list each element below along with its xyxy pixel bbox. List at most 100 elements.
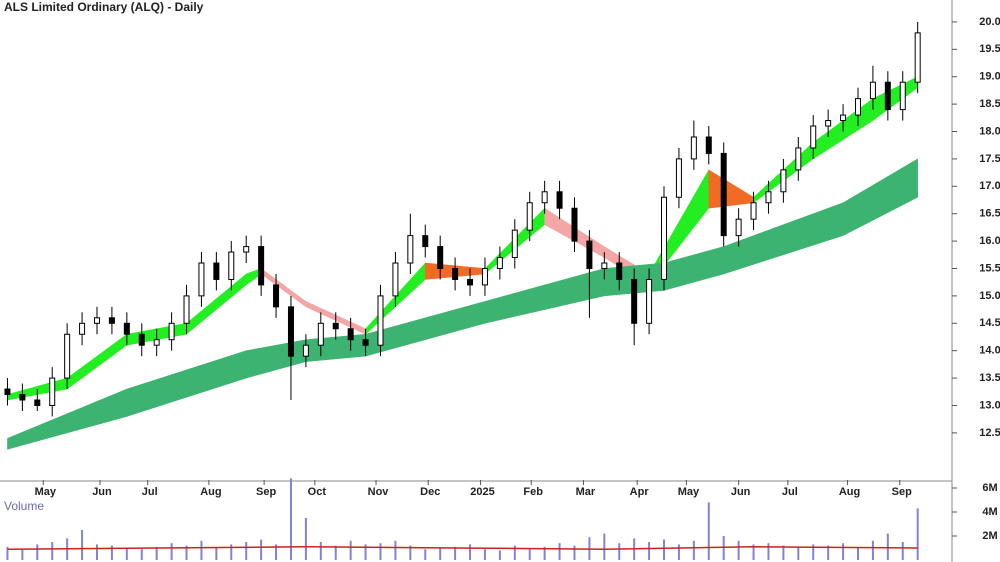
candle-body xyxy=(34,399,41,406)
candle-body xyxy=(571,207,578,242)
volume-bar xyxy=(155,546,158,560)
volume-bar xyxy=(215,548,218,560)
candle-body xyxy=(601,262,608,269)
volume-bar xyxy=(797,546,800,560)
volume-bar xyxy=(275,544,278,560)
candle-body xyxy=(168,322,175,341)
volume-bar xyxy=(349,540,352,560)
candle-body xyxy=(750,202,757,220)
candle-body xyxy=(332,322,339,330)
volume-bar xyxy=(289,478,292,560)
volume-bar xyxy=(752,544,755,560)
x-tick-label: Jul xyxy=(782,486,798,498)
volume-bar xyxy=(6,546,9,560)
x-tick-label: Feb xyxy=(523,486,543,498)
volume-bar xyxy=(573,545,576,560)
candle-body xyxy=(49,377,56,406)
candle-body xyxy=(183,295,190,324)
y-tick-label: 15.5 xyxy=(979,262,1000,274)
volume-bar xyxy=(916,508,919,560)
x-tick-label: Oct xyxy=(308,486,327,498)
x-tick-label: Mar xyxy=(576,486,596,498)
volume-bar xyxy=(125,548,128,560)
x-tick-label: Nov xyxy=(368,486,390,498)
y-tick-label: 17.0 xyxy=(979,180,1000,192)
candle-body xyxy=(64,333,71,379)
candle-body xyxy=(854,98,861,116)
y-tick-label: 19.5 xyxy=(979,43,1000,55)
volume-bar xyxy=(842,543,845,560)
candle-body xyxy=(4,388,11,396)
candle-body xyxy=(825,120,832,127)
candle-body xyxy=(362,339,369,346)
x-tick-label: Sep xyxy=(256,486,276,498)
volume-bar xyxy=(886,533,889,560)
candle-body xyxy=(93,317,100,324)
candle-body xyxy=(19,394,26,401)
x-tick-label: Jul xyxy=(142,486,158,498)
volume-bar xyxy=(469,544,472,560)
candle-body xyxy=(481,267,488,286)
volume-bar xyxy=(439,548,442,560)
ribbon-segment xyxy=(842,158,918,237)
volume-bar xyxy=(110,545,113,560)
volume-bar xyxy=(140,549,143,560)
y-tick-label: 14.0 xyxy=(979,345,1000,357)
volume-bar xyxy=(677,544,680,560)
candle-body xyxy=(228,251,235,280)
x-tick-label: Aug xyxy=(839,486,860,498)
y-tick-label: 18.0 xyxy=(979,125,1000,137)
candle-body xyxy=(123,322,130,335)
y-tick-label: 20.0 xyxy=(979,16,1000,28)
volume-bar xyxy=(782,545,785,560)
candle-body xyxy=(795,147,802,171)
volume-bar xyxy=(498,550,501,560)
volume-bar xyxy=(185,545,188,560)
volume-bar xyxy=(603,533,606,560)
x-tick-label: Aug xyxy=(200,486,221,498)
candle-body xyxy=(422,235,429,248)
candle-body xyxy=(899,81,906,111)
volume-bar xyxy=(409,545,412,560)
y-tick-label: 6M xyxy=(982,482,997,494)
volume-bar xyxy=(51,542,54,560)
candle-body xyxy=(616,262,623,280)
volume-bar xyxy=(618,543,621,560)
candle-body xyxy=(780,169,787,193)
volume-bar xyxy=(424,549,427,560)
volume-bar xyxy=(513,545,516,560)
candle-body xyxy=(705,136,712,154)
volume-bar xyxy=(558,543,561,560)
y-tick-label: 17.5 xyxy=(979,153,1000,165)
candle-body xyxy=(243,246,250,253)
candle-body xyxy=(407,235,414,264)
candle-body xyxy=(138,333,145,346)
volume-bar xyxy=(21,549,24,560)
candle-body xyxy=(437,246,444,269)
candle-body xyxy=(377,295,384,346)
y-tick-label: 19.0 xyxy=(979,71,1000,83)
candle-body xyxy=(526,202,533,231)
volume-bar xyxy=(812,544,815,560)
volume-title: Volume xyxy=(4,499,44,513)
y-tick-label: 16.5 xyxy=(979,208,1000,220)
candle-body xyxy=(765,191,772,204)
candle-body xyxy=(392,262,399,297)
candle-body xyxy=(914,32,921,83)
y-tick-label: 16.0 xyxy=(979,235,1000,247)
y-tick-label: 14.5 xyxy=(979,317,1000,329)
candle-body xyxy=(675,158,682,198)
volume-bar xyxy=(663,539,666,560)
x-tick-label: 2025 xyxy=(470,486,494,498)
candle-body xyxy=(869,81,876,100)
volume-bar xyxy=(901,542,904,560)
volume-bar xyxy=(36,544,39,560)
volume-bar xyxy=(707,502,710,560)
candle-body xyxy=(153,339,160,346)
volume-average xyxy=(7,546,918,550)
candle-body xyxy=(541,191,548,204)
candle-body xyxy=(108,317,115,324)
candle-body xyxy=(347,328,354,341)
candle-body xyxy=(452,267,459,280)
